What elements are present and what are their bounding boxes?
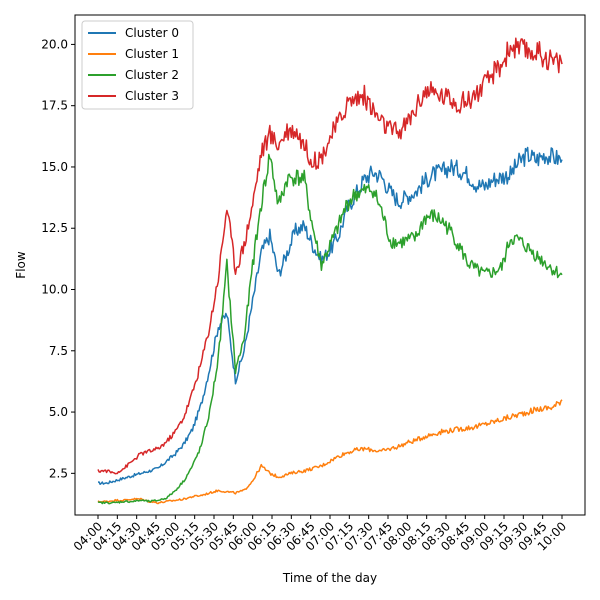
series-line-2	[97, 153, 563, 505]
series-line-3	[97, 37, 563, 475]
y-tick-label: 17.5	[41, 99, 68, 113]
legend-box	[81, 20, 194, 110]
y-tick-label: 10.0	[41, 283, 68, 297]
series-line-1	[97, 399, 563, 505]
legend: Cluster 0 Cluster 1 Cluster 2 Cluster 3	[81, 20, 194, 110]
series-line-0	[97, 146, 563, 485]
y-tick-label: 5.0	[49, 405, 68, 419]
y-tick-label: 20.0	[41, 37, 68, 51]
legend-label: Cluster 0	[125, 26, 179, 40]
y-axis: 2.5 5.0 7.5 10.0 12.5 15.0 17.5 20.0	[41, 37, 75, 480]
x-axis-label: Time of the day	[282, 571, 377, 585]
y-tick-label: 15.0	[41, 160, 68, 174]
y-tick-label: 2.5	[49, 466, 68, 480]
legend-label: Cluster 3	[125, 89, 179, 103]
legend-label: Cluster 1	[125, 47, 179, 61]
y-axis-label: Flow	[14, 251, 28, 279]
y-tick-label: 7.5	[49, 344, 68, 358]
series-layer	[97, 37, 563, 505]
legend-label: Cluster 2	[125, 68, 179, 82]
y-tick-label: 12.5	[41, 221, 68, 235]
